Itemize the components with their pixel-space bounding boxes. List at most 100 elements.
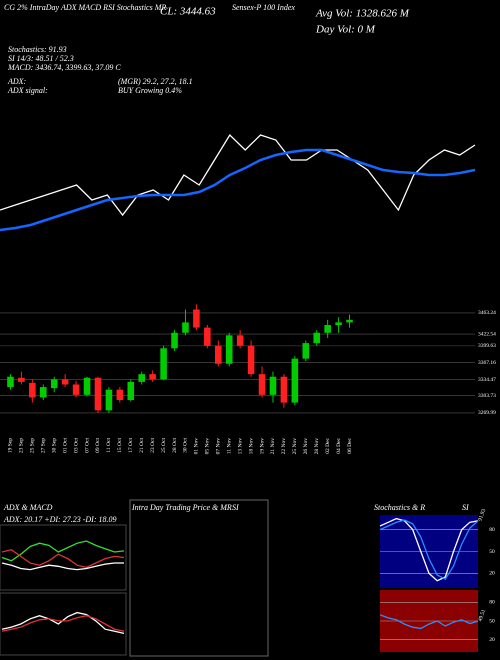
candle-body (335, 322, 342, 325)
candle-body (50, 379, 58, 389)
x-tick-label: 22 Nov (281, 438, 287, 455)
series-line (1, 615, 125, 632)
series-line (379, 614, 479, 630)
panel-title: Intra Day Trading Price & MR (131, 503, 232, 512)
candle-body (204, 327, 211, 346)
panel-title: ADX & MACD (3, 503, 53, 512)
panel-subtitle: ADX: 20.17 +DI: 27.23 -DI: 18.09 (3, 515, 117, 524)
candle-body (280, 376, 288, 403)
x-tick-label: 11 Nov (226, 438, 232, 454)
x-tick-label: 21 Oct (139, 438, 145, 453)
candle-body (182, 322, 189, 333)
x-tick-label: 19 Sep (8, 438, 14, 453)
avg-vol: Avg Vol: 1328.626 M (315, 8, 410, 20)
candle-body (324, 325, 331, 333)
x-tick-label: 25 Nov (292, 438, 298, 455)
adx-signal-value: BUY Growing 0.4% (118, 86, 182, 95)
y-tick-label: 20 (489, 571, 495, 577)
end-label: 49.51 (477, 609, 487, 623)
candle-body (313, 332, 320, 344)
x-tick-label: 23 Sep (19, 438, 25, 453)
candle-body (171, 332, 178, 349)
intraday-panel (129, 499, 269, 657)
stochastics: Stochastics: 91.93 (8, 45, 67, 54)
candle-body (83, 377, 91, 395)
x-tick-label: 13 Nov (237, 438, 243, 455)
candle-body (291, 358, 299, 403)
panel-title: Stochastics & R (374, 503, 425, 512)
candle-body (61, 379, 69, 385)
y-tick-label: 3334.47 (478, 377, 496, 383)
x-tick-label: 01 Nov (194, 438, 200, 455)
series-line (1, 540, 125, 562)
candle-body (236, 335, 244, 346)
x-tick-label: 09 Oct (95, 438, 101, 453)
x-tick-label: 15 Oct (117, 438, 123, 453)
x-tick-label: 01 Oct (62, 438, 68, 453)
x-tick-label: 25 Sep (30, 438, 36, 453)
candle-body (40, 387, 47, 398)
x-tick-label: 25 Oct (161, 438, 167, 453)
series-line (0, 148, 476, 232)
panel-subtitle: SI (462, 503, 469, 512)
candle-body (258, 374, 266, 395)
candle-body (29, 382, 36, 398)
y-tick-label: 3399.63 (478, 343, 496, 349)
x-tick-label: 30 Oct (183, 438, 189, 453)
adx-signal: ADX signal: (7, 86, 48, 95)
si: SI 14/3: 48.51 / 52.3 (8, 54, 74, 63)
candle-body (138, 374, 145, 382)
candle-body (247, 345, 255, 375)
adx: ADX: (7, 77, 27, 86)
y-tick-label: 50 (489, 549, 495, 555)
candle-body (105, 389, 113, 411)
x-tick-label: 17 Oct (128, 438, 134, 453)
candle-body (160, 348, 167, 380)
x-tick-label: 04 Dec (336, 437, 342, 453)
y-tick-label: 3367.16 (478, 360, 496, 366)
day-vol: Day Vol: 0 M (315, 24, 376, 36)
series-line (1, 549, 125, 569)
x-tick-label: 19 Nov (259, 438, 265, 455)
x-tick-label: 21 Nov (270, 438, 276, 455)
y-tick-label: 3269.99 (478, 410, 496, 416)
candle-body (18, 377, 25, 382)
x-tick-label: 06 Dec (347, 437, 353, 453)
candle-body (127, 381, 135, 400)
y-tick-label: 80 (489, 600, 495, 606)
y-tick-label: 20 (489, 637, 495, 643)
candle-body (225, 335, 233, 364)
series-line (379, 519, 479, 581)
x-tick-label: 05 Nov (205, 438, 211, 455)
series-line (0, 133, 476, 217)
candle-body (193, 309, 200, 328)
candle-body (94, 377, 102, 411)
series-line (379, 517, 479, 582)
index-name: Sensex-P 100 Index (232, 3, 295, 12)
panel-subtitle: SI (232, 503, 239, 512)
candle-body (346, 319, 353, 323)
candle-body (215, 345, 222, 364)
close: CL: 3444.63 (160, 6, 216, 18)
end-label: 91.93 (477, 508, 487, 522)
x-tick-label: 03 Oct (73, 438, 79, 453)
x-tick-label: 26 Nov (303, 438, 309, 455)
x-tick-label: 02 Dec (325, 437, 331, 453)
y-tick-label: 3303.73 (478, 393, 496, 399)
adx-values: (MGR) 29.2, 27.2, 18.1 (118, 77, 193, 86)
candle-body (149, 374, 156, 380)
x-tick-label: 28 Oct (172, 438, 178, 453)
x-tick-label: 07 Oct (84, 438, 90, 453)
x-tick-label: 11 Oct (106, 438, 112, 453)
candle-body (7, 376, 14, 388)
y-tick-label: 3463.24 (478, 310, 496, 316)
header-text: CG 2% IntraDay ADX MACD RSI Stochastics … (4, 3, 166, 12)
y-tick-label: 80 (489, 527, 495, 533)
y-tick-label: 3422.54 (478, 331, 496, 337)
x-tick-label: 23 Oct (150, 438, 156, 453)
x-tick-label: 07 Nov (216, 438, 222, 455)
x-tick-label: 18 Nov (248, 438, 254, 455)
x-tick-label: 28 Nov (314, 438, 320, 455)
